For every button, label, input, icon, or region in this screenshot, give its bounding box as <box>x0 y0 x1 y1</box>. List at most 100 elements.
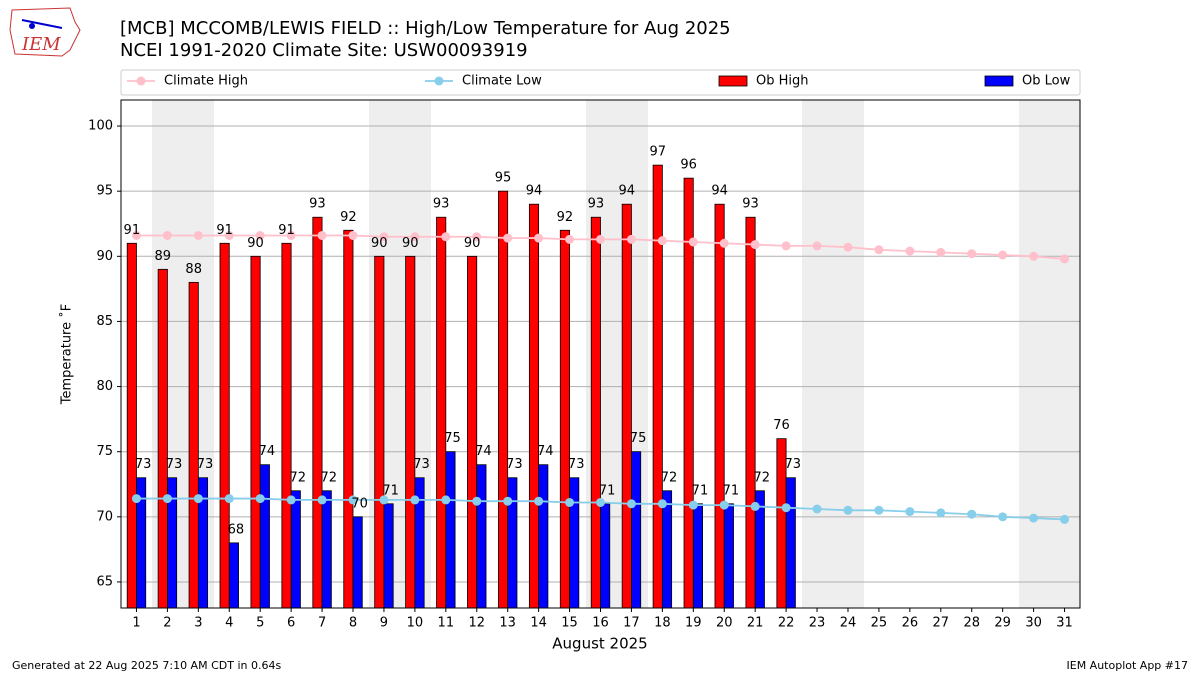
bar <box>590 216 601 609</box>
bar <box>538 464 549 609</box>
point <box>688 500 698 510</box>
point <box>441 232 451 242</box>
data-label: 70 <box>351 496 368 511</box>
bar <box>228 542 239 609</box>
point <box>1029 251 1039 261</box>
point <box>812 504 822 514</box>
point <box>379 495 389 505</box>
bar <box>528 203 540 609</box>
data-label: 75 <box>444 431 461 446</box>
point <box>1060 514 1070 524</box>
logo-text: IEM <box>21 34 61 55</box>
data-label: 74 <box>537 444 554 459</box>
bar <box>343 229 354 609</box>
legend-label: Ob Low <box>1022 74 1071 89</box>
x-tick-label: 13 <box>499 616 516 631</box>
data-label: 71 <box>599 483 616 498</box>
legend-swatch <box>136 76 146 86</box>
legend-label: Ob High <box>756 74 809 89</box>
point <box>162 230 172 240</box>
point <box>224 494 234 504</box>
bar <box>290 490 301 609</box>
point <box>967 249 977 259</box>
bar <box>661 490 673 609</box>
point <box>503 496 513 506</box>
bar <box>312 216 323 609</box>
chart-subtitle: NCEI 1991-2020 Climate Site: USW00093919 <box>120 40 528 61</box>
y-tick-label: 90 <box>96 249 113 264</box>
data-label: 94 <box>619 184 636 199</box>
point <box>843 505 853 515</box>
point <box>626 234 636 244</box>
data-label: 72 <box>320 470 337 485</box>
bar <box>714 203 725 609</box>
x-tick-label: 31 <box>1056 616 1073 631</box>
x-tick-label: 5 <box>256 616 264 631</box>
x-tick-label: 4 <box>225 616 233 631</box>
data-label: 90 <box>464 236 481 251</box>
data-label: 74 <box>259 444 276 459</box>
data-label: 71 <box>382 483 399 498</box>
point <box>781 503 791 513</box>
bar <box>321 490 332 609</box>
x-tick-label: 17 <box>623 616 640 631</box>
footer-left: Generated at 22 Aug 2025 7:10 AM CDT in … <box>12 659 281 672</box>
data-label: 72 <box>290 470 307 485</box>
data-label: 94 <box>526 184 543 199</box>
bar <box>467 255 478 609</box>
x-tick-label: 6 <box>287 616 295 631</box>
y-tick-label: 80 <box>96 379 113 394</box>
bar <box>188 281 199 609</box>
data-label: 94 <box>711 184 728 199</box>
data-label: 73 <box>784 457 801 472</box>
point <box>193 494 203 504</box>
legend <box>120 69 1081 96</box>
x-tick-label: 20 <box>716 616 733 631</box>
bar <box>621 203 632 609</box>
data-label: 93 <box>742 197 759 212</box>
point <box>472 232 482 242</box>
data-label: 71 <box>723 483 740 498</box>
point <box>843 242 853 252</box>
bar <box>436 216 447 609</box>
x-tick-label: 26 <box>902 616 919 631</box>
point <box>750 240 760 250</box>
data-label: 95 <box>495 171 512 186</box>
point <box>317 230 327 240</box>
point <box>224 230 234 240</box>
point <box>162 494 172 504</box>
data-label: 90 <box>402 236 419 251</box>
bar <box>219 242 230 609</box>
point <box>874 505 884 515</box>
legend-swatch <box>984 75 1014 87</box>
data-label: 72 <box>754 470 771 485</box>
legend-swatch <box>434 76 444 86</box>
point <box>967 509 977 519</box>
point <box>596 234 605 244</box>
y-tick-label: 95 <box>96 184 113 199</box>
bar <box>785 477 796 609</box>
x-tick-label: 28 <box>963 616 980 631</box>
bar <box>126 242 137 609</box>
data-label: 73 <box>135 457 152 472</box>
legend-label: Climate High <box>164 74 248 89</box>
bar <box>600 503 611 609</box>
point <box>812 241 822 251</box>
y-tick-label: 100 <box>88 119 113 134</box>
point <box>286 230 296 240</box>
bar <box>652 164 663 609</box>
point <box>379 232 389 242</box>
data-label: 72 <box>661 470 678 485</box>
point <box>626 499 636 509</box>
data-label: 91 <box>216 223 233 238</box>
point <box>905 507 915 517</box>
data-label: 93 <box>309 197 326 212</box>
data-label: 76 <box>773 418 790 433</box>
bar <box>383 503 394 609</box>
point <box>998 512 1008 522</box>
x-tick-label: 29 <box>994 616 1011 631</box>
point <box>1029 513 1039 523</box>
x-tick-label: 2 <box>163 616 171 631</box>
data-label: 90 <box>247 236 264 251</box>
